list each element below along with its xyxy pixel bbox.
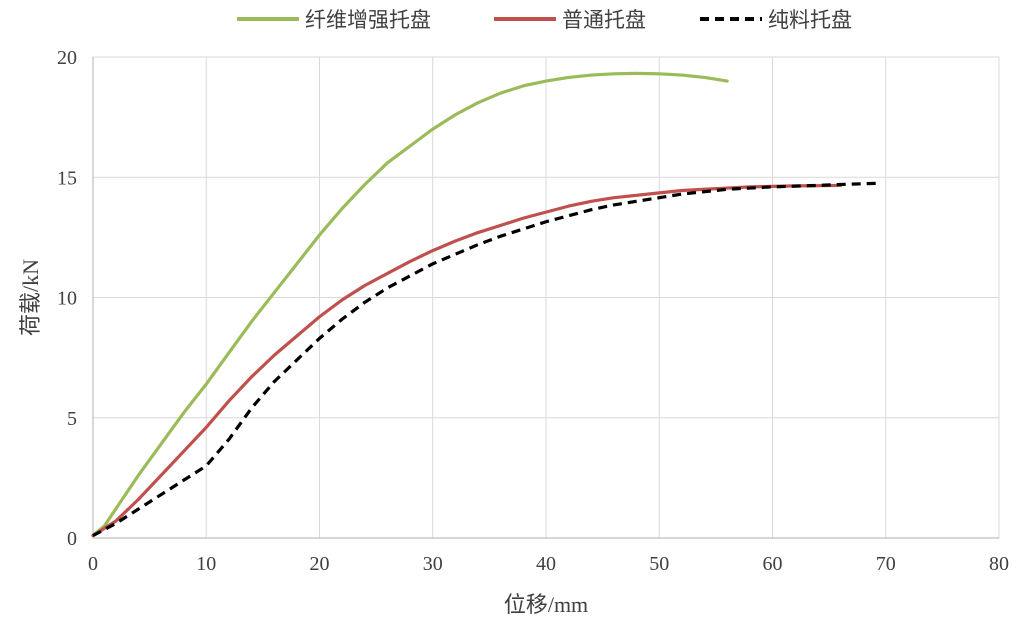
x-tick-label: 30 bbox=[423, 553, 443, 575]
axis-layer: 0 10 20 30 40 50 60 70 80 0 5 10 15 20 bbox=[57, 47, 1009, 575]
legend: 纤维增强托盘 普通托盘 纯料托盘 bbox=[237, 8, 852, 32]
series-line-1 bbox=[91, 183, 843, 538]
legend-label: 纯料托盘 bbox=[768, 8, 852, 32]
legend-item-2: 纯料托盘 bbox=[700, 8, 852, 32]
x-tick-label: 20 bbox=[310, 553, 330, 575]
legend-item-1: 普通托盘 bbox=[494, 8, 646, 32]
series-line-0 bbox=[91, 71, 729, 538]
y-tick-label: 10 bbox=[57, 288, 77, 310]
legend-label: 普通托盘 bbox=[562, 8, 646, 32]
series-layer bbox=[91, 71, 881, 538]
x-tick-label: 0 bbox=[88, 553, 98, 575]
y-tick-label: 0 bbox=[67, 528, 77, 550]
x-tick-label: 50 bbox=[649, 553, 669, 575]
series-line-2 bbox=[92, 181, 881, 538]
grid-layer bbox=[92, 56, 1000, 539]
y-axis-title: 荷载/kN bbox=[18, 259, 43, 336]
x-tick-label: 10 bbox=[196, 553, 216, 575]
y-tick-label: 20 bbox=[57, 47, 77, 69]
legend-item-0: 纤维增强托盘 bbox=[237, 8, 431, 32]
x-axis-title: 位移/mm bbox=[504, 592, 588, 617]
x-tick-label: 70 bbox=[876, 553, 896, 575]
legend-label: 纤维增强托盘 bbox=[305, 8, 431, 32]
y-tick-label: 15 bbox=[57, 167, 77, 189]
x-tick-label: 60 bbox=[763, 553, 783, 575]
x-tick-label: 40 bbox=[536, 553, 556, 575]
y-tick-label: 5 bbox=[67, 408, 77, 430]
x-tick-label: 80 bbox=[989, 553, 1009, 575]
